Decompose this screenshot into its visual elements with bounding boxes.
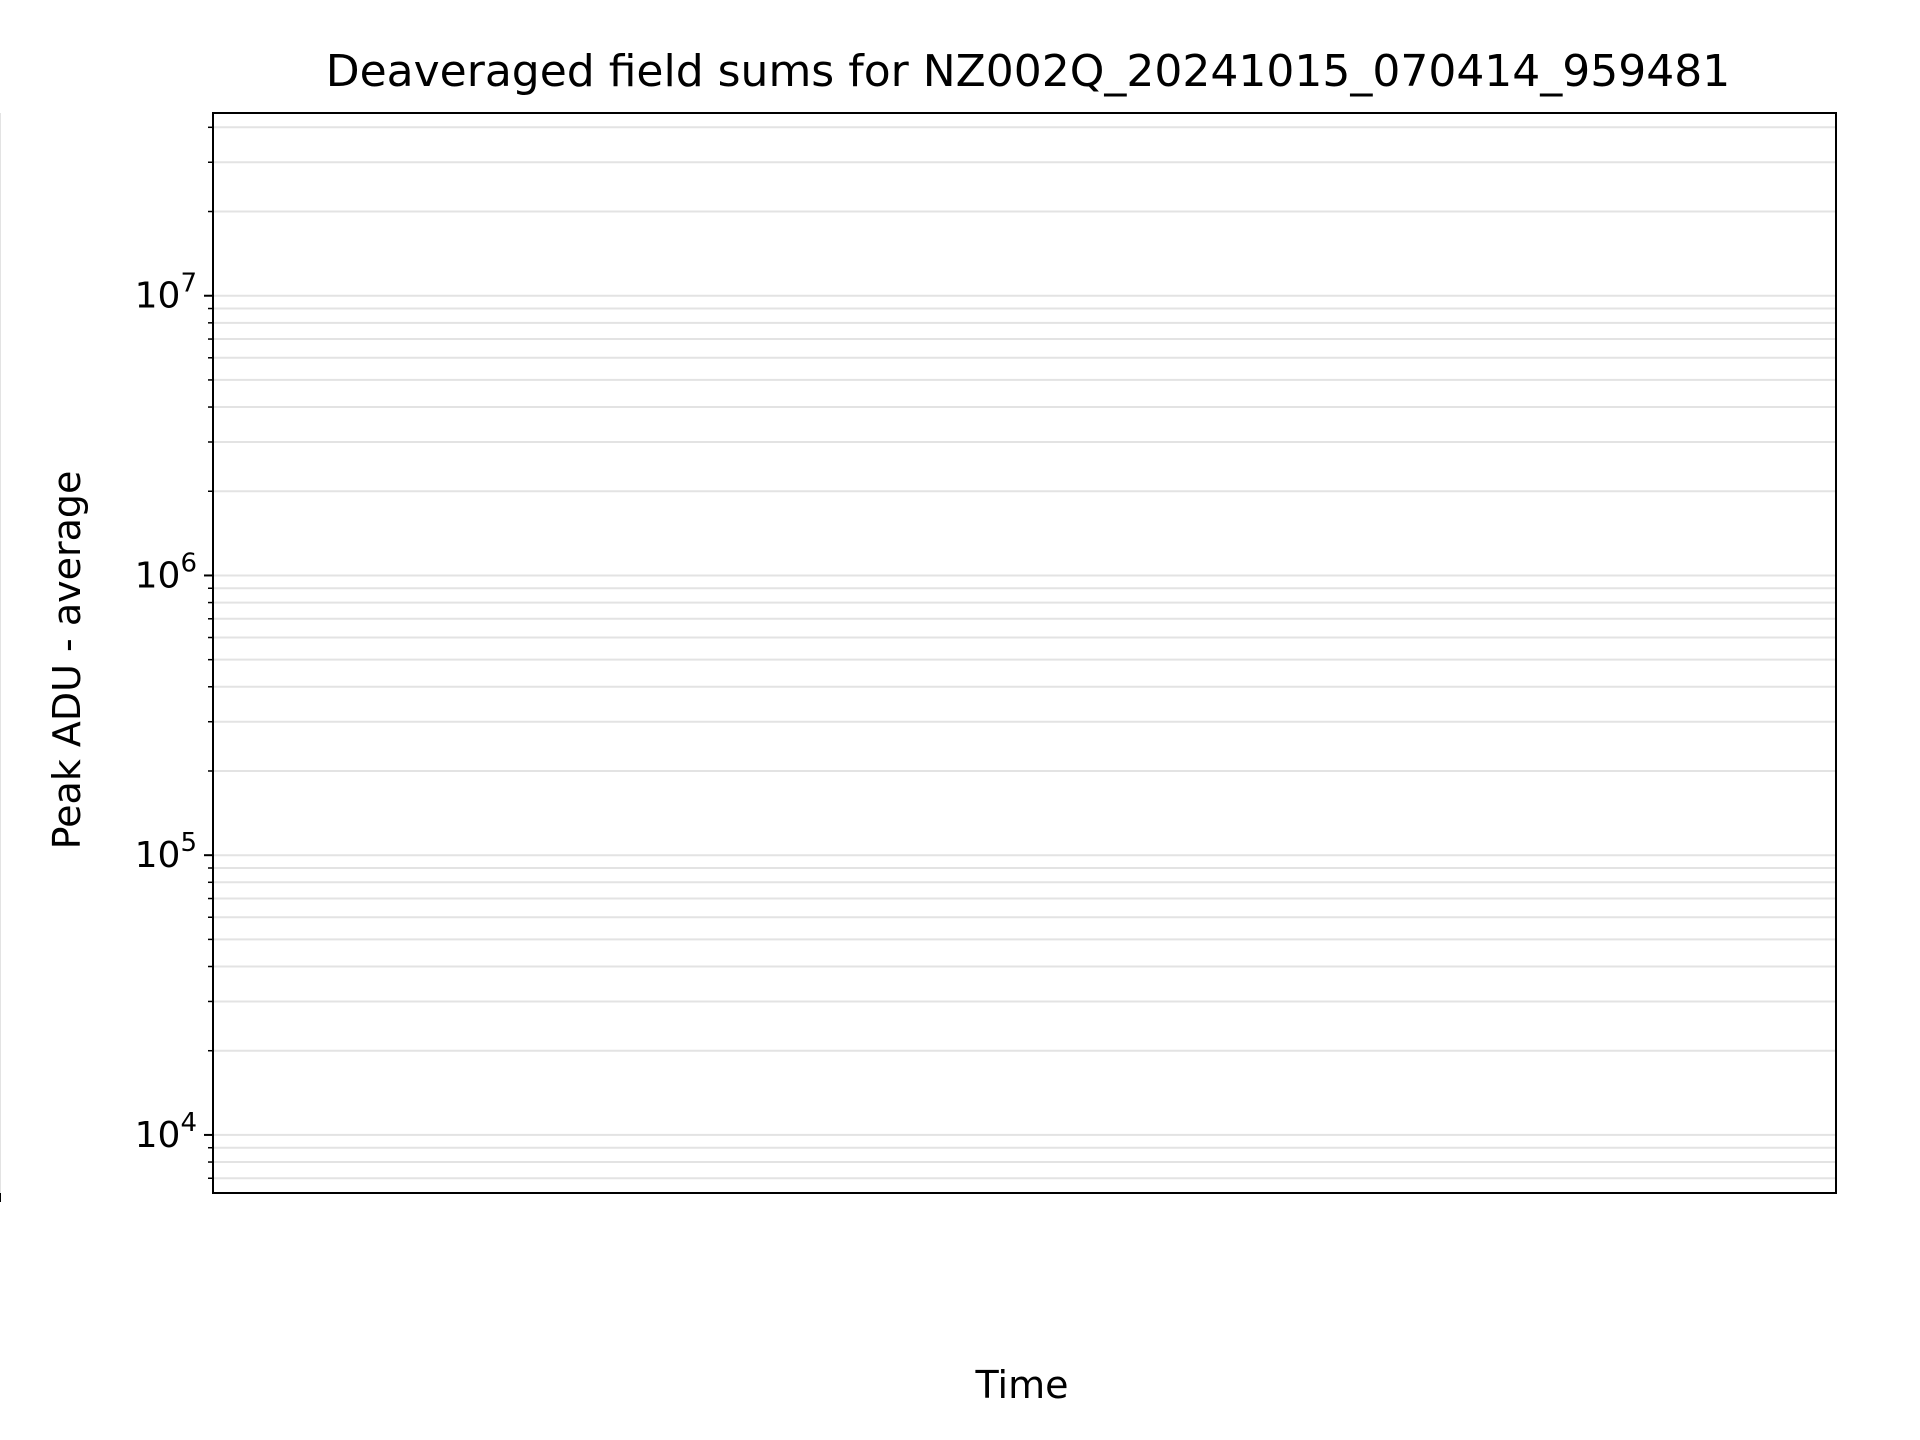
y-axis-label: Peak ADU - average: [45, 471, 89, 850]
y-tick-label: 107: [135, 269, 197, 317]
x-axis-label: Time: [975, 1363, 1069, 1407]
y-tick-label: 106: [135, 548, 197, 596]
y-tick-label: 104: [135, 1108, 197, 1156]
grid: [0, 113, 1836, 1193]
y-tick-label: 105: [135, 828, 197, 876]
plot-frame: [212, 112, 1837, 1194]
chart-title: Deaveraged field sums for NZ002Q_2024101…: [326, 46, 1731, 97]
ticks: 10-15 0810-15 0910-15 1010-15 1110-15 12…: [0, 126, 213, 1202]
